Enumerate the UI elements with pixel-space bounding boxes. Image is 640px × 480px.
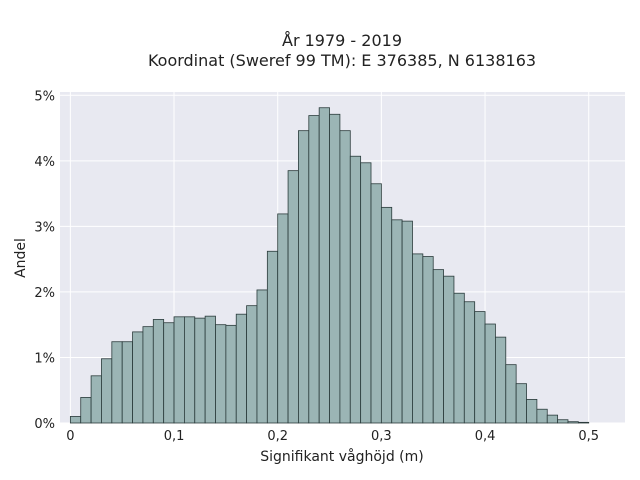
histogram-bar-8 xyxy=(152,319,165,424)
chart-title: År 1979 - 2019 xyxy=(282,31,402,50)
histogram-bar-41 xyxy=(495,336,507,424)
x-tick-label-1: 0,1 xyxy=(164,429,185,444)
histogram-bar-11 xyxy=(184,316,196,424)
histogram-bar-19 xyxy=(266,250,279,424)
histogram-bar-7 xyxy=(142,326,154,424)
y-tick-label-5: 5% xyxy=(34,89,55,104)
x-tick-label-4: 0,4 xyxy=(475,429,496,444)
histogram-bar-33 xyxy=(412,253,424,424)
histogram-bar-38 xyxy=(463,301,476,424)
histogram-bar-25 xyxy=(329,113,341,424)
histogram-bar-5 xyxy=(121,341,133,424)
histogram-bar-29 xyxy=(370,183,382,424)
histogram-bar-21 xyxy=(287,170,299,424)
y-tick-label-3: 3% xyxy=(34,220,55,235)
x-axis-ticks: 0 0,1 0,2 0,3 0,4 0,5 xyxy=(66,429,599,444)
x-tick-label-0: 0 xyxy=(66,429,74,444)
histogram-bar-35 xyxy=(432,269,444,424)
x-tick-label-2: 0,2 xyxy=(267,429,288,444)
histogram-bar-30 xyxy=(380,206,393,424)
histogram-bar-16 xyxy=(235,313,248,424)
y-tick-label-0: 0% xyxy=(34,417,55,432)
x-tick-label-5: 0,5 xyxy=(578,429,599,444)
histogram-bar-47 xyxy=(557,419,569,424)
histogram-bar-40 xyxy=(484,323,496,424)
histogram-bar-39 xyxy=(474,311,486,424)
histogram-bar-36 xyxy=(443,275,455,424)
x-axis-label: Signifikant våghöjd (m) xyxy=(260,448,423,465)
histogram-bar-37 xyxy=(453,292,465,424)
histogram-bar-10 xyxy=(173,316,185,424)
chart-subtitle: Koordinat (Sweref 99 TM): E 376385, N 61… xyxy=(148,51,536,70)
y-tick-label-4: 4% xyxy=(34,155,55,170)
histogram-bar-12 xyxy=(194,317,206,424)
histogram-bar-4 xyxy=(111,341,123,424)
histogram-bar-44 xyxy=(526,399,538,424)
histogram-bar-13 xyxy=(204,315,216,424)
y-tick-label-2: 2% xyxy=(34,286,55,301)
histogram-bars xyxy=(69,107,590,424)
histogram-bar-6 xyxy=(132,331,144,424)
histogram-bar-32 xyxy=(401,220,413,424)
histogram-bar-23 xyxy=(308,115,320,424)
histogram-bar-45 xyxy=(536,408,548,424)
histogram-bar-27 xyxy=(349,155,362,424)
histogram-bar-3 xyxy=(101,358,113,424)
histogram-bar-48 xyxy=(567,421,579,424)
histogram-bar-49 xyxy=(577,421,590,424)
histogram-bar-9 xyxy=(163,322,175,424)
y-axis-label: Andel xyxy=(13,238,29,278)
histogram-bar-42 xyxy=(505,364,517,424)
histogram-bar-26 xyxy=(339,130,351,424)
histogram-bar-20 xyxy=(277,213,289,424)
histogram-bar-22 xyxy=(298,130,310,424)
y-tick-label-1: 1% xyxy=(34,351,55,366)
histogram-bar-46 xyxy=(546,414,559,424)
histogram-bar-2 xyxy=(90,375,102,424)
histogram-bar-43 xyxy=(515,383,527,424)
histogram-bar-1 xyxy=(80,397,92,424)
histogram-bar-15 xyxy=(225,324,237,424)
histogram-bar-17 xyxy=(246,305,258,424)
histogram-bar-31 xyxy=(391,219,403,424)
histogram-bar-14 xyxy=(215,324,227,424)
histogram-bar-34 xyxy=(422,256,434,424)
histogram-bar-28 xyxy=(360,162,372,424)
y-axis-ticks: 0% 1% 2% 3% 4% 5% xyxy=(34,89,55,432)
histogram-bar-18 xyxy=(256,289,268,424)
histogram-bar-0 xyxy=(69,416,82,424)
histogram-bar-24 xyxy=(318,107,330,424)
x-tick-label-3: 0,3 xyxy=(371,429,392,444)
